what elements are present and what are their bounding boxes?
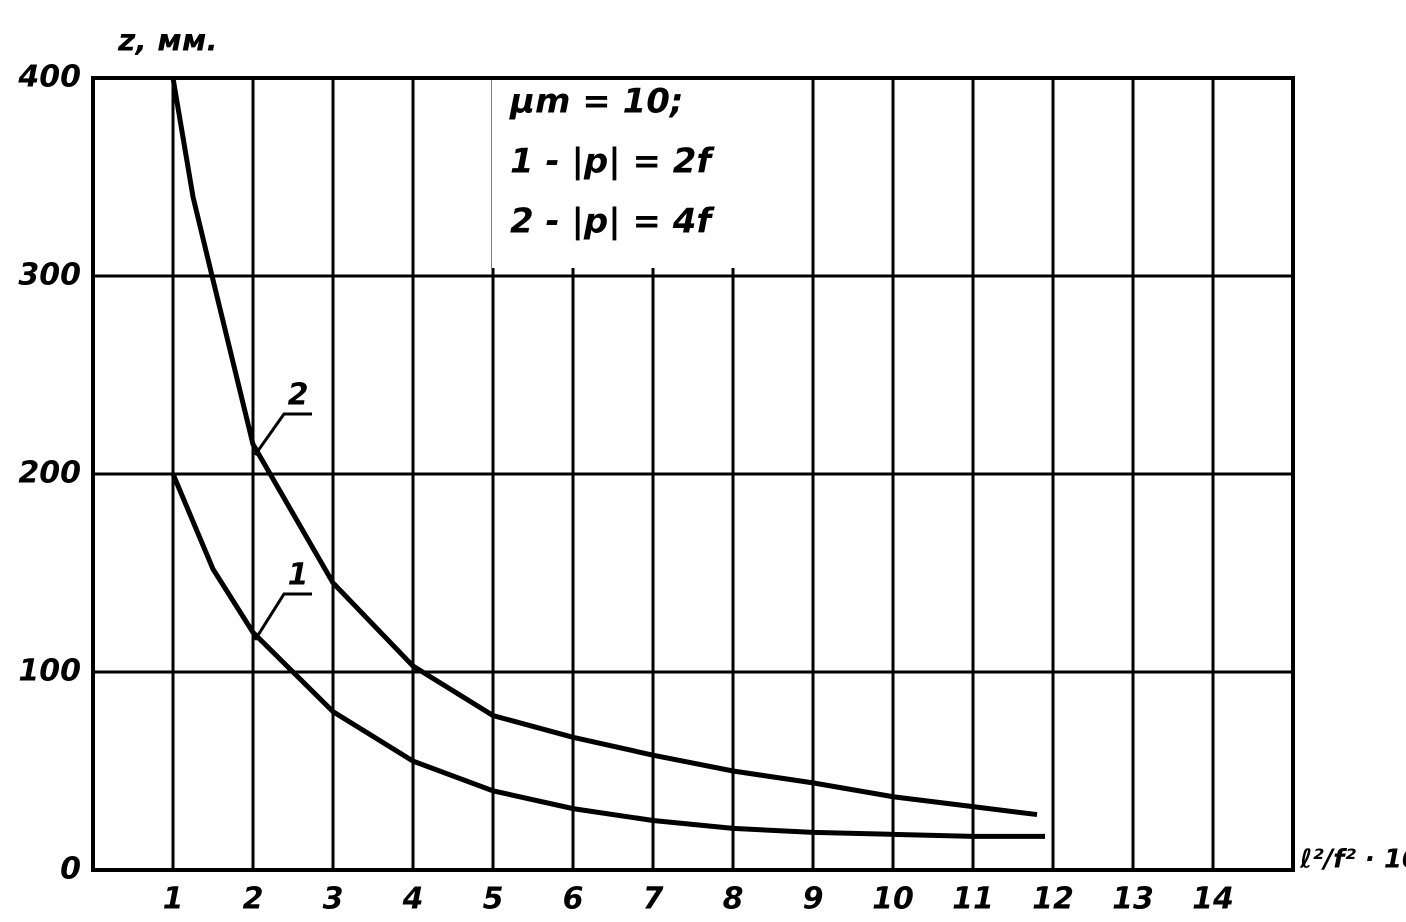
series-label-leader [253, 412, 312, 456]
x-tick-label: 1 [163, 882, 184, 917]
series-label: 2 [288, 378, 309, 413]
series-label: 1 [288, 558, 309, 593]
y-tick-label: 300 [18, 258, 81, 293]
x-tick-label: 12 [1032, 882, 1074, 917]
annotation: 1 - |p| = 2f [510, 142, 715, 182]
x-tick-label: 13 [1112, 882, 1154, 917]
annotation: 2 - |p| = 4f [510, 202, 715, 242]
data-line [170, 473, 1045, 839]
x-axis-label: ℓ²/f² · 10 [1299, 845, 1406, 875]
y-axis-label: z, мм. [117, 24, 218, 59]
y-tick-label: 400 [17, 60, 81, 95]
x-tick-label: 14 [1192, 882, 1234, 917]
x-tick-label: 10 [872, 882, 914, 917]
annotation-box [492, 80, 736, 268]
y-tick-label: 0 [60, 852, 81, 887]
plot-frame [91, 76, 1295, 872]
x-tick-label: 6 [563, 882, 584, 917]
x-tick-label: 11 [952, 882, 994, 917]
x-tick-label: 7 [643, 882, 664, 917]
y-tick-label: 100 [18, 654, 81, 689]
x-tick-label: 9 [803, 882, 824, 917]
x-tick-label: 8 [723, 882, 744, 917]
data-line [170, 77, 1038, 818]
series-label-leader [253, 592, 312, 641]
y-tick-label: 200 [18, 456, 81, 491]
x-tick-label: 4 [402, 882, 424, 917]
annotation: μm = 10; [509, 82, 684, 122]
x-tick-label: 3 [323, 882, 344, 917]
x-tick-label: 2 [243, 882, 264, 917]
x-tick-label: 5 [483, 882, 504, 917]
